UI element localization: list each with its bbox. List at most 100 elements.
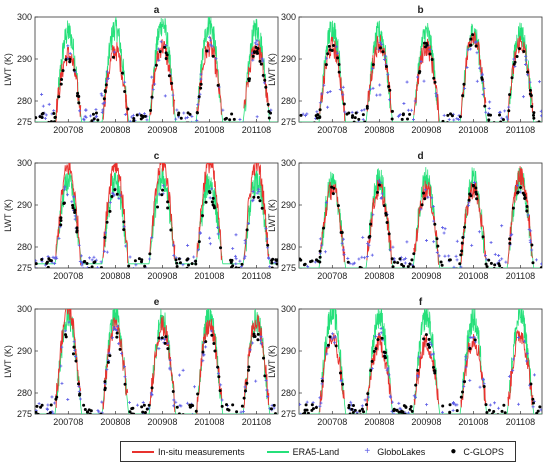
series-c-glops-point: [446, 121, 449, 122]
series-globolakes-point: [102, 249, 106, 253]
series-globolakes-point: [434, 91, 438, 95]
series-globolakes-point: [216, 225, 220, 229]
series-c-glops-point: [90, 265, 94, 268]
series-c-glops-point: [313, 121, 316, 122]
series-c-glops-point: [197, 95, 201, 99]
series-c-glops-point: [351, 114, 355, 118]
series-c-glops-point: [211, 196, 215, 200]
series-c-glops-point: [337, 63, 341, 67]
series-c-glops-point: [258, 59, 262, 63]
series-in-situ-measurements: [149, 163, 176, 260]
x-tick-label: 200808: [364, 271, 394, 281]
series-c-glops-point: [229, 261, 233, 265]
series-globolakes-point: [216, 232, 220, 236]
series-c-glops-point: [492, 121, 496, 122]
panel-grid: a 275 280 290 300 LWT (K) 200708 200808 200908 20…: [3, 5, 543, 427]
series-c-glops-point: [320, 379, 324, 383]
x-tick-label: 201108: [242, 417, 271, 427]
series-c-glops-point: [463, 225, 467, 229]
series-c-glops-point: [467, 198, 471, 202]
series-globolakes-point: [100, 94, 104, 98]
x-tick-label: 201108: [506, 271, 535, 281]
series-c-glops-point: [75, 226, 79, 230]
series-globolakes-point: [341, 85, 345, 89]
series-globolakes-point: [419, 59, 423, 63]
series-globolakes-point: [264, 378, 268, 382]
series-c-glops-point: [76, 382, 80, 386]
series-globolakes-point: [254, 379, 258, 383]
y-tick-label: 300: [17, 158, 32, 168]
y-tick-label: 280: [17, 96, 32, 106]
series-globolakes-point: [73, 348, 77, 352]
series-globolakes-point: [199, 77, 203, 81]
series-globolakes-point: [259, 342, 263, 346]
series-c-glops-point: [160, 336, 164, 340]
series-c-glops-point: [247, 368, 251, 372]
series-globolakes-point: [426, 195, 430, 199]
series-globolakes-point: [192, 413, 193, 414]
series-c-glops-point: [40, 257, 44, 261]
series-globolakes-point: [266, 395, 270, 399]
series-c-glops-point: [410, 258, 414, 262]
series-globolakes-point: [262, 81, 266, 85]
series-globolakes-point: [447, 121, 448, 122]
series-globolakes-point: [190, 114, 194, 118]
series-c-glops-point: [426, 342, 430, 346]
series-globolakes-point: [168, 358, 172, 362]
series-c-glops-point: [352, 120, 356, 122]
series-c-glops-point: [199, 82, 203, 86]
series-c-glops-point: [448, 258, 452, 262]
series-c-glops-point: [166, 206, 170, 210]
series-c-glops-point: [511, 206, 515, 210]
series-c-glops-point: [471, 33, 475, 37]
series-globolakes-point: [103, 231, 107, 235]
series-c-glops-point: [242, 396, 246, 400]
series-c-glops-point: [161, 188, 165, 192]
series-c-glops-point: [512, 62, 516, 66]
series-c-glops-point: [96, 118, 100, 122]
series-c-glops-point: [188, 405, 192, 409]
series-c-glops-point: [90, 119, 94, 122]
series-c-glops-point: [93, 260, 97, 264]
series-c-glops-point: [358, 265, 362, 268]
series-c-glops-point: [305, 408, 309, 412]
series-globolakes-point: [406, 411, 410, 414]
series-c-glops-point: [35, 404, 39, 408]
series-c-glops-point: [64, 335, 68, 339]
series-c-glops-point: [528, 88, 532, 92]
series-c-glops-point: [507, 109, 511, 113]
series-globolakes-point: [142, 112, 146, 116]
series-c-glops-point: [398, 257, 402, 261]
series-globolakes-point: [360, 108, 364, 112]
series-c-glops-point: [61, 69, 65, 73]
series-globolakes-point: [306, 264, 310, 268]
series-c-glops-point: [76, 91, 80, 95]
series-globolakes-point: [78, 397, 82, 401]
series-globolakes-point: [391, 245, 395, 249]
series-globolakes-point: [306, 416, 309, 419]
y-tick-label: 300: [281, 12, 296, 22]
series-c-glops-point: [390, 257, 394, 261]
series-c-glops-point: [99, 412, 103, 414]
series-globolakes-point: [243, 238, 247, 242]
series-globolakes-point: [465, 65, 469, 69]
series-globolakes-point: [40, 92, 44, 96]
series-globolakes-point: [380, 192, 384, 196]
series-globolakes-point: [383, 54, 387, 58]
series-globolakes-point: [540, 123, 543, 126]
series-globolakes-point: [156, 47, 160, 51]
series-globolakes-point: [379, 331, 383, 335]
series-c-glops-point: [306, 411, 310, 414]
series-globolakes-point: [153, 82, 157, 86]
series-globolakes-point: [388, 248, 392, 252]
series-globolakes-point: [174, 117, 178, 121]
series-globolakes-point: [473, 40, 477, 44]
series-globolakes-point: [430, 196, 434, 200]
series-c-glops-point: [387, 85, 391, 89]
legend-swatch-cglops: ●: [450, 445, 457, 457]
series-globolakes-point: [151, 88, 155, 92]
series-c-glops-point: [446, 113, 450, 117]
series-globolakes-point: [172, 253, 176, 257]
series-c-glops-point: [387, 232, 391, 236]
series-c-glops-point: [327, 44, 331, 48]
